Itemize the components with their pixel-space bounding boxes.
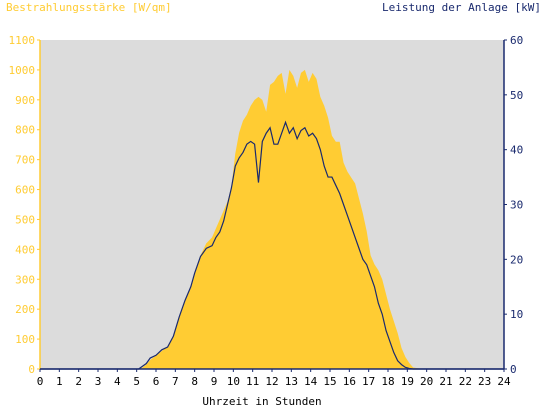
x-tick-label: 12	[265, 375, 278, 388]
x-tick-label: 10	[227, 375, 240, 388]
y-right-tick-label: 10	[510, 308, 523, 321]
irradiance-series	[40, 69, 504, 369]
y-right-tick-label: 60	[510, 34, 523, 47]
y-right-ticks: 0 10 20 30 40 50 60	[504, 34, 523, 376]
x-tick-label: 21	[439, 375, 452, 388]
irradiance-area	[40, 69, 504, 369]
y-left-tick-label: 100	[15, 333, 35, 346]
y-left-tick-label: 700	[15, 154, 35, 167]
x-tick-label: 3	[95, 375, 102, 388]
y-left-tick-label: 1100	[9, 34, 36, 47]
x-tick-label: 11	[246, 375, 259, 388]
y-left-tick-label: 600	[15, 184, 35, 197]
y-left-tick-label: 800	[15, 124, 35, 137]
y-left-tick-label: 900	[15, 94, 35, 107]
y-left-ticks: 0 100 200 300 400 500 600 700 800 900 1000 1100	[9, 34, 40, 376]
y-left-tick-label: 1000	[9, 64, 36, 77]
x-tick-label: 22	[459, 375, 472, 388]
y-left-tick-label: 400	[15, 243, 35, 256]
x-tick-label: 13	[285, 375, 298, 388]
y-right-tick-label: 20	[510, 253, 523, 266]
power-series	[40, 120, 504, 370]
x-tick-label: 17	[362, 375, 375, 388]
y-right-tick-label: 40	[510, 144, 523, 157]
x-tick-label: 5	[133, 375, 140, 388]
y-left-tick-label: 0	[28, 363, 35, 376]
title-right: Leistung der Anlage [kW]	[382, 1, 541, 14]
x-ticks: 0 1 2 3 4 5 6 7 8 9 10 11 12 13 14 15 16 17 18 19 20 21 22 23 24	[37, 369, 511, 388]
x-tick-label: 6	[153, 375, 160, 388]
y-left-tick-label: 300	[15, 273, 35, 286]
x-tick-label: 23	[478, 375, 491, 388]
y-left-tick-label: 200	[15, 303, 35, 316]
title-left: Bestrahlungsstärke [W/qm]	[6, 1, 172, 14]
x-tick-label: 9	[211, 375, 218, 388]
x-tick-label: 0	[37, 375, 44, 388]
y-right-tick-label: 30	[510, 199, 523, 212]
y-right-tick-label: 0	[510, 363, 517, 376]
x-tick-label: 8	[191, 375, 198, 388]
power-line	[40, 120, 504, 370]
y-right-tick-label: 50	[510, 89, 523, 102]
x-tick-label: 18	[381, 375, 394, 388]
x-tick-label: 24	[497, 375, 511, 388]
x-tick-label: 16	[343, 375, 356, 388]
x-tick-label: 7	[172, 375, 179, 388]
x-tick-label: 1	[56, 375, 63, 388]
x-tick-label: 4	[114, 375, 121, 388]
x-tick-label: 20	[420, 375, 433, 388]
x-tick-label: 19	[401, 375, 414, 388]
x-tick-label: 15	[323, 375, 336, 388]
x-axis-label: Uhrzeit in Stunden	[202, 395, 321, 408]
x-tick-label: 2	[75, 375, 82, 388]
x-tick-label: 14	[304, 375, 318, 388]
y-left-tick-label: 500	[15, 213, 35, 226]
